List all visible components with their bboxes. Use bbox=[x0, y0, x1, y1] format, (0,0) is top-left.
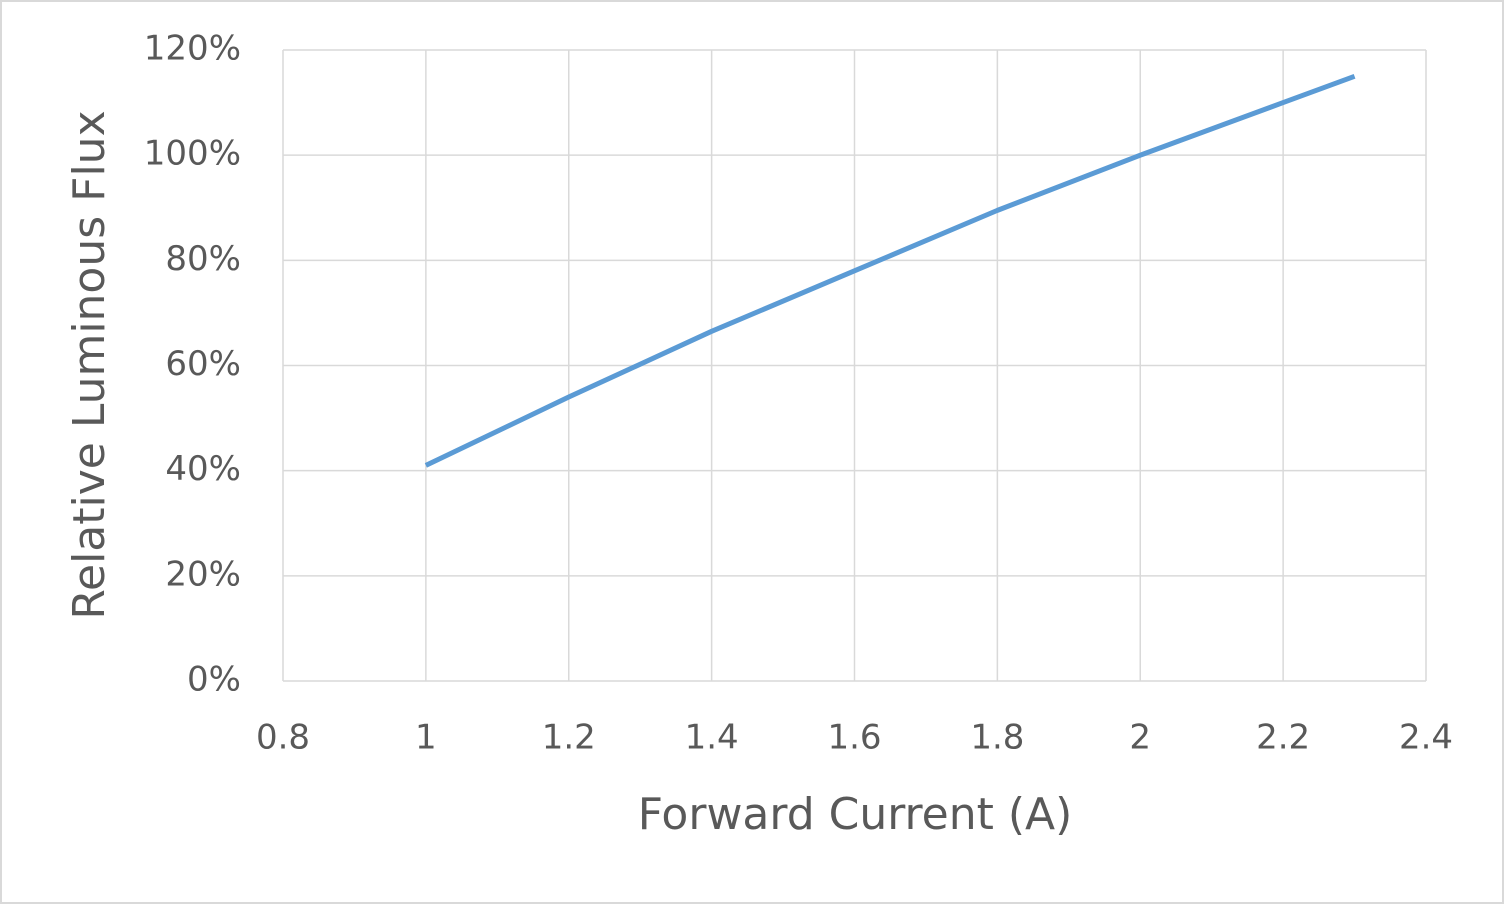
y-tick-label: 40% bbox=[165, 449, 241, 489]
data-line bbox=[424, 73, 1356, 468]
x-axis-title: Forward Current (A) bbox=[638, 789, 1073, 840]
y-tick-label: 20% bbox=[165, 554, 241, 594]
x-tick-label: 1.4 bbox=[685, 718, 739, 758]
x-tick-label: 0.8 bbox=[256, 718, 310, 758]
x-tick-label: 2 bbox=[1129, 718, 1151, 758]
y-tick-label: 60% bbox=[165, 344, 241, 384]
y-tick-label: 80% bbox=[165, 239, 241, 279]
x-tick-label: 1.8 bbox=[970, 718, 1024, 758]
x-tick-label: 1.6 bbox=[827, 718, 881, 758]
y-axis-title: Relative Luminous Flux bbox=[64, 110, 115, 619]
x-tick-label: 1.2 bbox=[542, 718, 596, 758]
x-tick-label: 2.4 bbox=[1399, 718, 1453, 758]
y-tick-label: 0% bbox=[187, 660, 241, 700]
x-tick-label: 2.2 bbox=[1256, 718, 1310, 758]
x-tick-label: 1 bbox=[415, 718, 437, 758]
y-tick-label: 120% bbox=[144, 29, 241, 69]
y-tick-label: 100% bbox=[144, 134, 241, 174]
